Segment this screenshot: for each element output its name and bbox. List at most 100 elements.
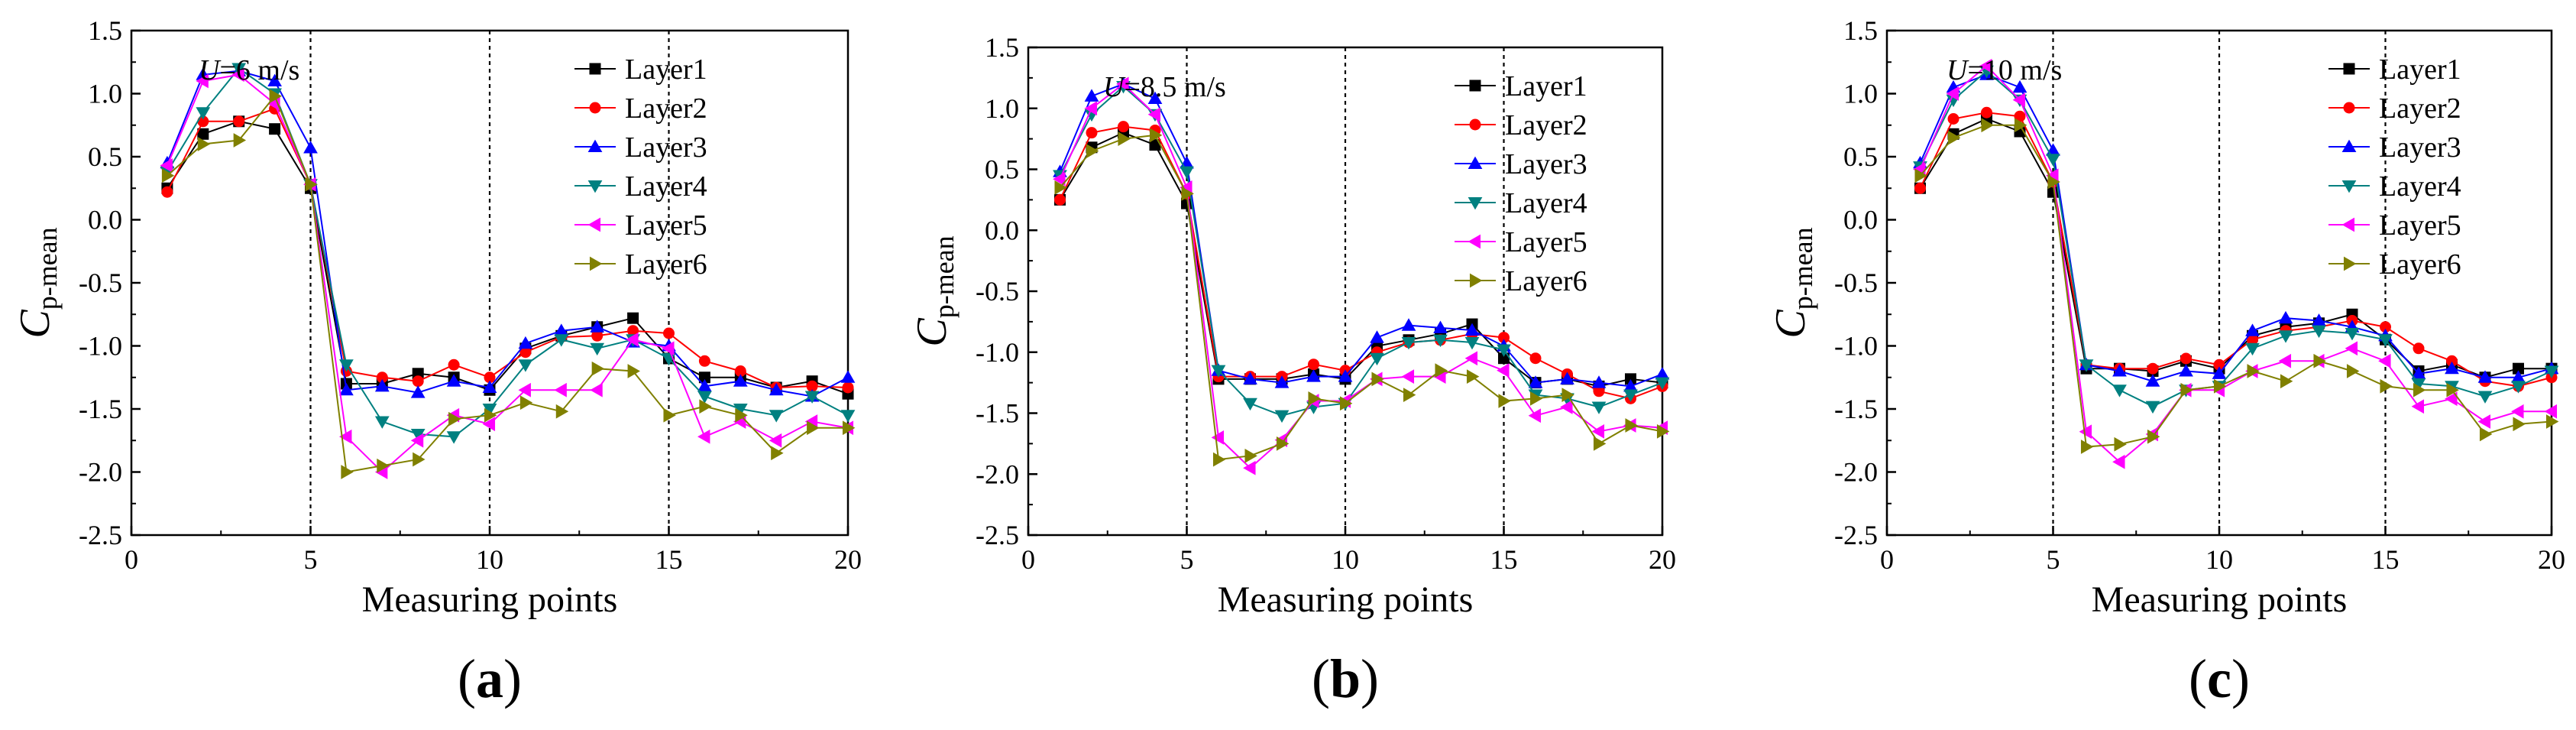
legend-marker	[1469, 118, 1481, 131]
data-point-layer6	[305, 177, 318, 192]
data-point-layer2	[591, 329, 604, 342]
legend-label: Layer4	[2379, 170, 2461, 203]
data-point-layer5	[196, 73, 209, 89]
chart-panel-b: -2.5 -2.0 -1.5 -1.0 -0.5 0.0 0.5 1.0 1.5 0 5 10 15 20…	[908, 32, 1676, 709]
data-point-layer3	[1528, 375, 1543, 388]
data-point-layer6	[1981, 118, 1994, 133]
y-tick-label: 1.0	[88, 79, 122, 109]
series-line-layer4	[167, 67, 849, 438]
data-point-layer6	[1947, 130, 1961, 145]
data-point-layer6	[1181, 187, 1194, 201]
data-point-layer5	[160, 158, 173, 173]
data-point-layer4	[374, 416, 390, 429]
data-point-layer4	[196, 107, 211, 120]
data-point-layer3	[267, 73, 282, 87]
data-point-layer4	[2411, 378, 2426, 391]
legend-item-layer4: Layer4	[1455, 187, 1587, 219]
data-point-layer6	[2014, 118, 2027, 133]
data-point-layer3	[1433, 320, 1448, 333]
data-point-layer3	[840, 370, 856, 383]
data-point-layer3	[1655, 367, 1670, 380]
data-point-layer3	[1243, 371, 1257, 384]
velocity-value: =6 m/s	[219, 54, 299, 86]
data-point-layer5	[231, 67, 244, 83]
legend-item-layer1: Layer1	[1455, 70, 1587, 102]
data-point-layer6	[1149, 128, 1163, 143]
data-point-layer6	[2213, 378, 2227, 394]
data-point-layer4	[2544, 365, 2559, 378]
data-point-layer6	[1308, 391, 1321, 406]
legend-marker	[587, 139, 603, 153]
data-point-layer3	[2511, 370, 2526, 383]
panel-label: (a)	[458, 648, 522, 709]
data-point-layer6	[448, 411, 461, 427]
data-point-layer5	[2012, 92, 2026, 108]
legend-item-layer1: Layer1	[574, 54, 707, 86]
data-point-layer5	[1401, 369, 1415, 384]
data-point-layer5	[1528, 408, 1542, 423]
data-point-layer3	[303, 141, 318, 154]
data-point-layer6	[1914, 168, 1927, 183]
y-tick-label: -1.5	[976, 398, 1019, 429]
data-point-layer6	[842, 420, 856, 436]
series-line-layer5	[166, 73, 849, 473]
data-point-layer6	[1054, 180, 1067, 195]
data-point-layer3	[2012, 79, 2027, 93]
data-point-layer5	[2112, 454, 2125, 469]
data-point-layer6	[2313, 353, 2326, 368]
data-point-layer5	[697, 429, 710, 444]
velocity-symbol: U	[1947, 54, 1969, 86]
data-point-layer2	[2247, 333, 2258, 346]
data-point-layer5	[1053, 171, 1066, 187]
legend-label: Layer2	[1505, 109, 1587, 141]
data-point-layer2	[1593, 385, 1605, 397]
data-point-layer6	[663, 407, 676, 423]
legend-label: Layer1	[2379, 54, 2461, 86]
data-point-layer3	[1338, 369, 1353, 382]
legend-label: Layer4	[1505, 187, 1587, 219]
x-axis-title: Measuring points	[362, 579, 618, 620]
data-point-layer1	[197, 128, 209, 140]
data-point-layer5	[1560, 400, 1573, 414]
data-point-layer4	[697, 391, 712, 404]
legend-marker	[1468, 234, 1481, 249]
velocity-annotation: U=8.5 m/s	[1103, 71, 1226, 103]
legend-label: Layer3	[1505, 148, 1587, 180]
data-point-layer6	[1339, 396, 1353, 411]
y-axis-subscript: p-mean	[32, 227, 63, 310]
data-point-layer3	[769, 382, 784, 396]
data-point-layer4	[518, 359, 533, 372]
data-point-layer2	[2446, 355, 2458, 367]
data-point-layer6	[2346, 364, 2360, 378]
data-point-layer4	[482, 403, 497, 417]
x-tick-label: 20	[2538, 544, 2565, 575]
data-point-layer4	[2477, 391, 2493, 404]
data-point-layer6	[1276, 436, 1290, 451]
data-point-layer6	[2513, 417, 2526, 432]
data-point-layer6	[413, 452, 426, 467]
data-point-layer6	[484, 407, 497, 423]
panel-label: (b)	[1312, 648, 1379, 709]
data-point-layer5	[554, 382, 567, 397]
data-point-layer6	[627, 364, 640, 378]
data-point-layer2	[484, 371, 496, 384]
data-point-layer2	[1054, 193, 1066, 206]
legend-marker	[2341, 139, 2357, 153]
velocity-value: =8.5 m/s	[1124, 71, 1225, 103]
data-point-layer3	[339, 382, 354, 396]
data-point-layer4	[2345, 327, 2360, 341]
data-point-layer1	[1498, 352, 1510, 365]
data-point-layer2	[1529, 352, 1542, 365]
series-line-layer5	[1059, 83, 1663, 469]
data-point-layer3	[1560, 371, 1574, 384]
data-point-layer5	[1497, 363, 1510, 378]
data-point-layer3	[1401, 318, 1416, 331]
legend-item-layer5: Layer5	[2328, 209, 2461, 242]
data-point-layer3	[2477, 370, 2493, 383]
data-point-layer2	[1498, 332, 1510, 344]
data-point-layer4	[769, 410, 784, 423]
data-point-layer6	[1561, 388, 1574, 402]
data-point-layer5	[1147, 107, 1161, 122]
data-point-layer5	[1211, 430, 1225, 445]
legend-marker	[587, 180, 603, 193]
